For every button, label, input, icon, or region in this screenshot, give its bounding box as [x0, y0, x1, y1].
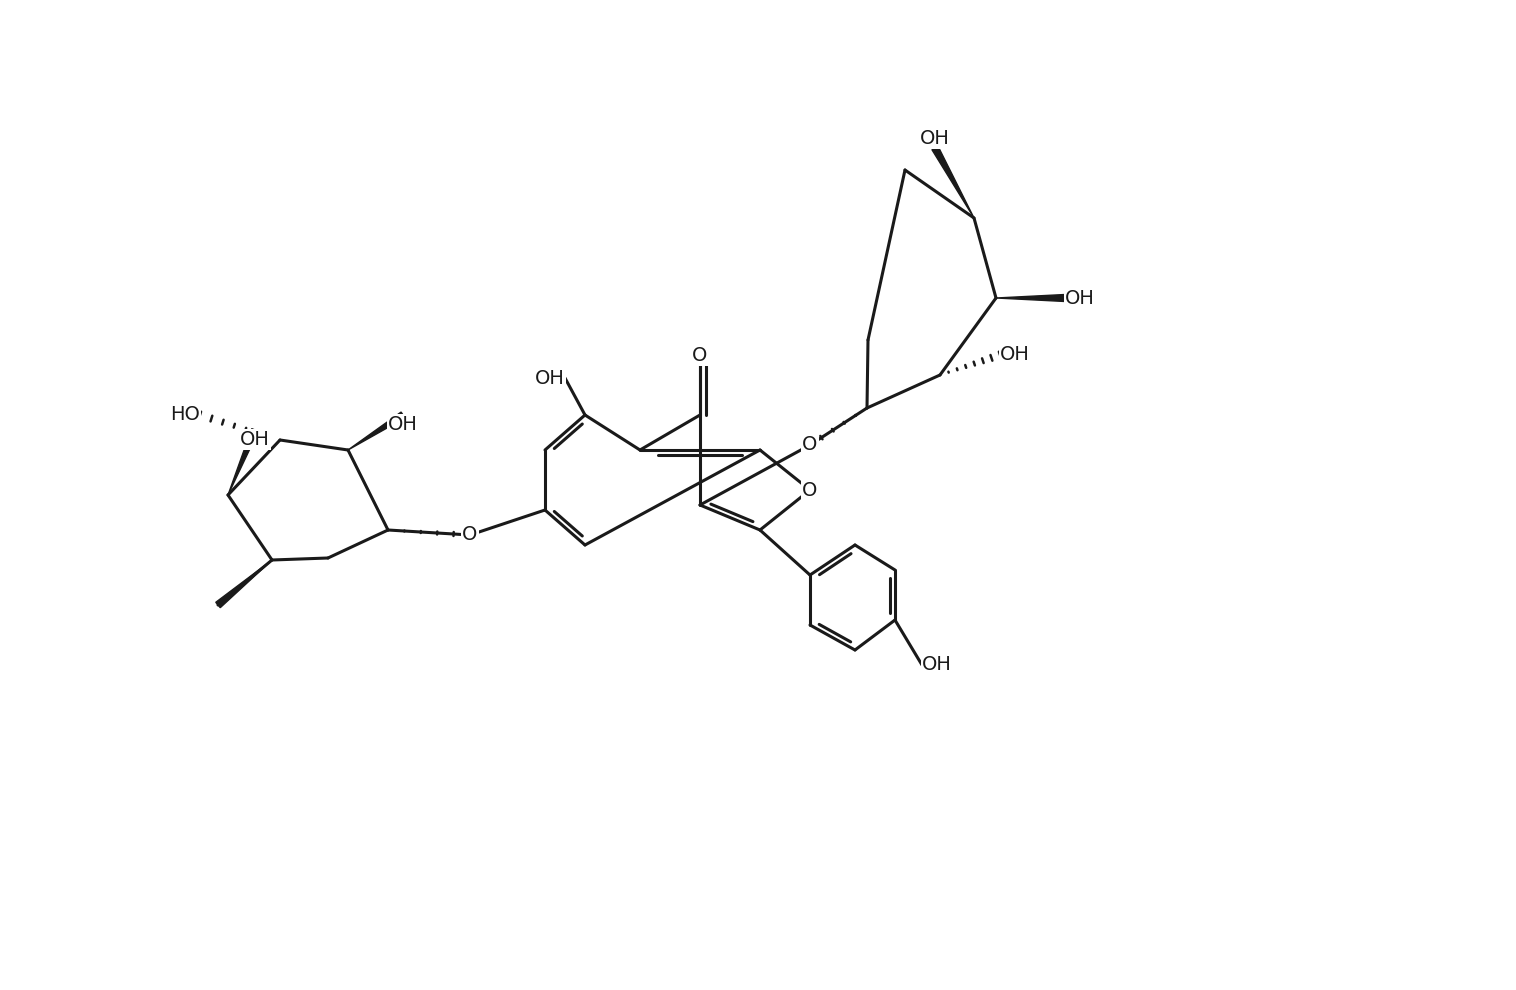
Polygon shape [215, 560, 271, 608]
Text: OH: OH [1066, 288, 1095, 308]
Polygon shape [349, 412, 405, 450]
Polygon shape [932, 147, 973, 218]
Text: O: O [802, 436, 817, 454]
Polygon shape [996, 294, 1066, 302]
Text: O: O [462, 526, 478, 545]
Text: O: O [802, 480, 817, 500]
Polygon shape [227, 429, 258, 495]
Text: OH: OH [920, 129, 951, 148]
Text: OH: OH [1001, 346, 1029, 364]
Text: HO: HO [170, 406, 200, 425]
Text: OH: OH [388, 415, 418, 434]
Text: OH: OH [922, 655, 952, 674]
Text: OH: OH [240, 430, 270, 449]
Text: OH: OH [535, 368, 565, 387]
Text: O: O [693, 346, 708, 365]
